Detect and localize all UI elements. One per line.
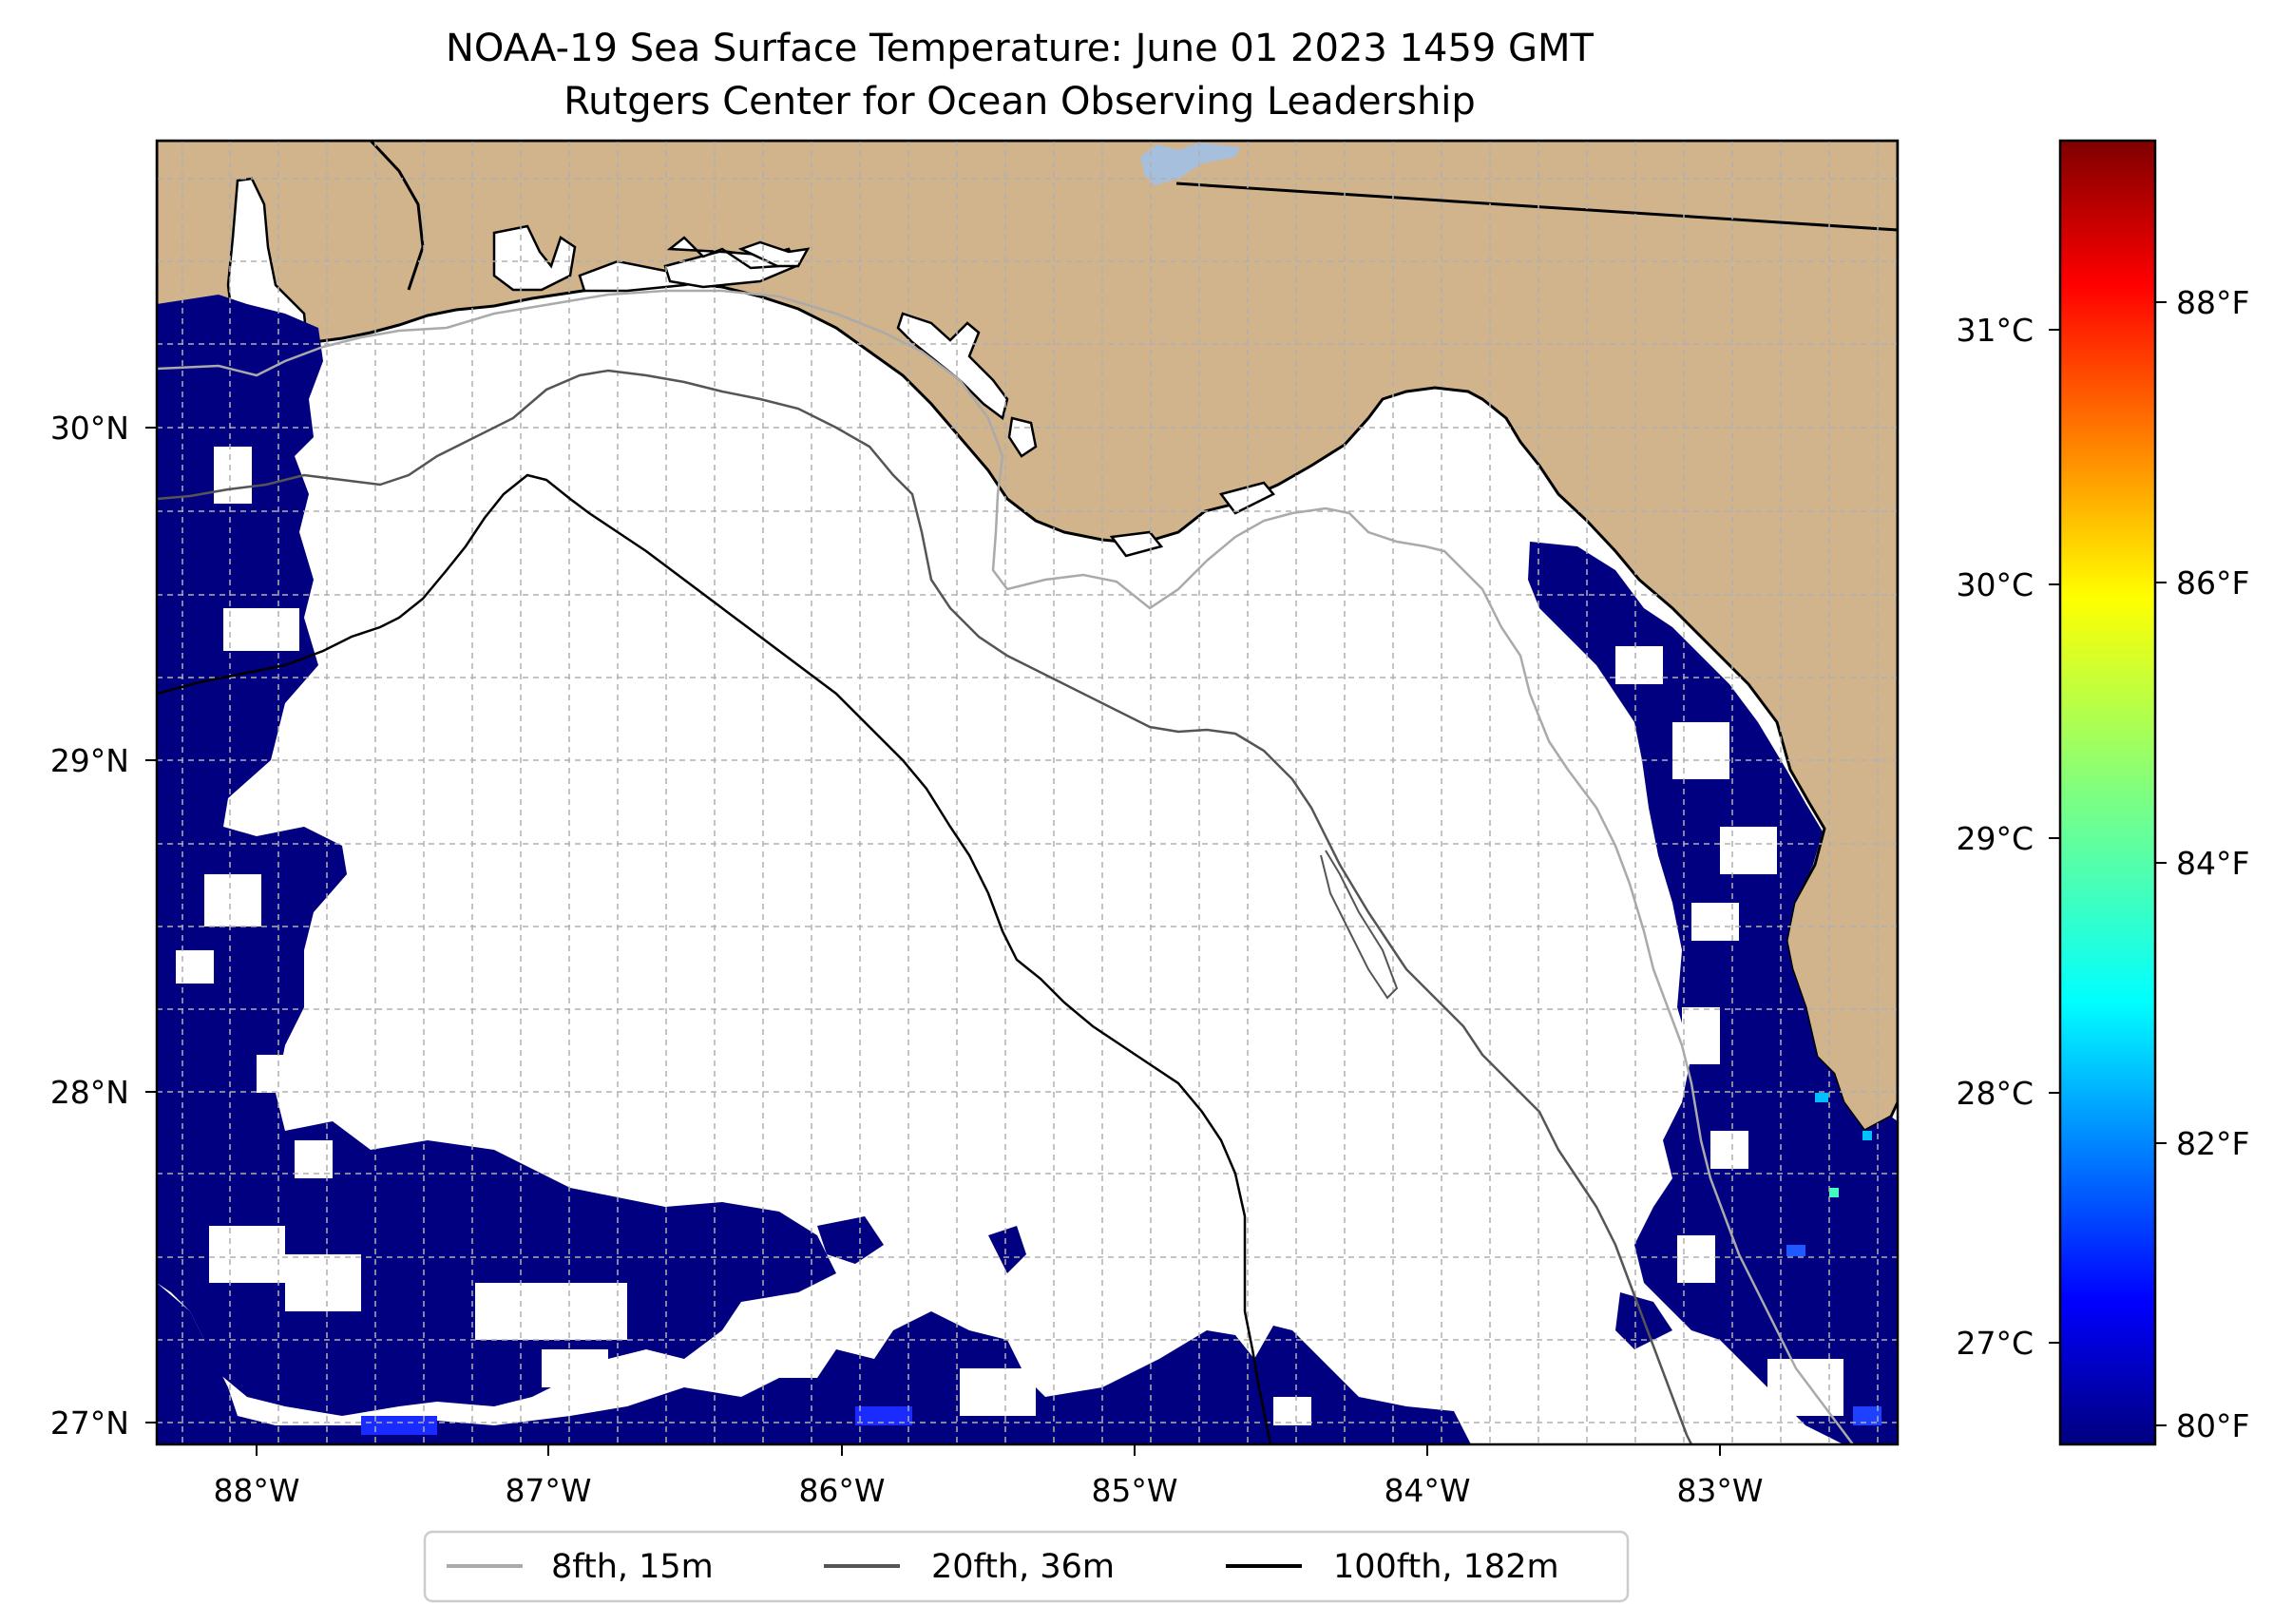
map-subtitle: Rutgers Center for Ocean Observing Leade…: [563, 80, 1476, 124]
y-tick-labels: 27°N 28°N 29°N 30°N: [50, 410, 129, 1442]
colorbar-celsius-ticks: [2049, 329, 2060, 1344]
celsius-28: 28°C: [1956, 1075, 2034, 1112]
celsius-29: 29°C: [1956, 820, 2034, 857]
x-tick-85w: 85°W: [1091, 1472, 1177, 1509]
x-tick-86w: 86°W: [798, 1472, 885, 1509]
y-tick-28n: 28°N: [50, 1074, 129, 1111]
x-axis-ticks: [256, 1444, 1721, 1456]
legend: 8fth, 15m 20fth, 36m 100fth, 182m: [423, 1530, 1630, 1603]
y-tick-29n: 29°N: [50, 742, 129, 779]
legend-label-20fth: 20fth, 36m: [931, 1548, 1115, 1586]
x-tick-87w: 87°W: [505, 1472, 591, 1509]
warm-specks: [361, 1093, 1881, 1435]
contour-100fth: [157, 473, 1272, 1444]
colorbar-fahrenheit-labels: 80°F 82°F 84°F 86°F 88°F: [2176, 284, 2249, 1444]
fahrenheit-82: 82°F: [2176, 1125, 2249, 1162]
colorbar-celsius-labels: 27°C 28°C 29°C 30°C 31°C: [1956, 312, 2034, 1362]
colorbar-fahrenheit-ticks: [2155, 301, 2167, 1426]
fahrenheit-80: 80°F: [2176, 1407, 2249, 1444]
y-tick-27n: 27°N: [50, 1404, 129, 1442]
x-tick-88w: 88°W: [213, 1472, 299, 1509]
y-tick-30n: 30°N: [50, 410, 129, 447]
x-tick-83w: 83°W: [1676, 1472, 1763, 1509]
y-axis-ticks: [145, 427, 157, 1423]
fahrenheit-86: 86°F: [2176, 564, 2249, 602]
x-tick-labels: 88°W 87°W 86°W 85°W 84°W 83°W: [213, 1472, 1763, 1509]
celsius-27: 27°C: [1956, 1325, 2034, 1362]
contour-8fth: [157, 289, 1854, 1444]
colorbar: [2058, 139, 2157, 1446]
fahrenheit-84: 84°F: [2176, 845, 2249, 882]
gridlines: [157, 141, 1898, 1444]
legend-box: [423, 1530, 1630, 1603]
map-area: [157, 141, 1898, 1444]
x-tick-84w: 84°W: [1384, 1472, 1470, 1509]
celsius-31: 31°C: [1956, 312, 2034, 349]
fahrenheit-88: 88°F: [2176, 284, 2249, 321]
cloud-gaps: [176, 447, 1843, 1425]
state-border: [1175, 182, 1898, 232]
contour-detail: [1320, 850, 1399, 1000]
legend-label-8fth: 8fth, 15m: [551, 1548, 714, 1586]
contour-20fth: [157, 369, 1693, 1444]
celsius-30: 30°C: [1956, 566, 2034, 603]
legend-label-100fth: 100fth, 182m: [1333, 1548, 1559, 1586]
lake: [1140, 143, 1240, 185]
map-frame: [155, 139, 1900, 1446]
map-title: NOAA-19 Sea Surface Temperature: June 01…: [446, 27, 1595, 70]
